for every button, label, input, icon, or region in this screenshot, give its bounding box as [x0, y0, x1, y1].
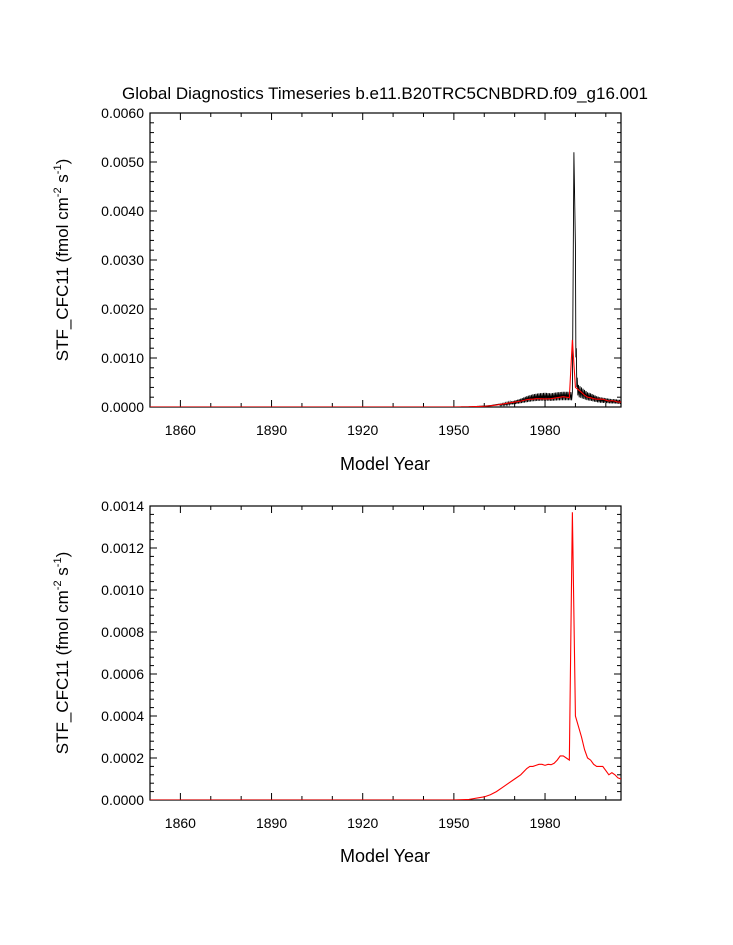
top-y-label-exp2: -1 [52, 164, 64, 174]
bottom-x-axis-label: Model Year [340, 846, 430, 866]
top-y-label-exp1: -2 [52, 187, 64, 197]
top-y-tick-label: 0.0000 [101, 399, 144, 415]
top-plot-frame [149, 112, 622, 408]
bottom-y-tick-label: 0.0014 [101, 498, 144, 514]
bottom-plot-frame [149, 505, 622, 801]
bottom-x-tick-label: 1920 [347, 815, 378, 831]
top-x-tick-label: 1860 [165, 422, 196, 438]
chart-title: Global Diagnostics Timeseries b.e11.B20T… [122, 84, 648, 103]
bottom-y-axis-label: STF_CFC11 (fmol cm-2 s-1) [52, 552, 72, 755]
top-series-annual [150, 339, 621, 407]
top-y-axis-label: STF_CFC11 (fmol cm-2 s-1) [52, 159, 72, 362]
bottom-series-annual [150, 512, 621, 800]
bottom-x-tick-label: 1950 [438, 815, 469, 831]
top-y-tick-label: 0.0040 [101, 203, 144, 219]
top-x-tick-label: 1920 [347, 422, 378, 438]
bottom-plot-area: 1860 1890 1920 1950 1980 0.0000 0.0002 0.0004 0.… [101, 498, 622, 831]
top-y-tick-label: 0.0060 [101, 105, 144, 121]
top-y-label-mid: s [53, 174, 72, 187]
bottom-x-tick-label: 1980 [529, 815, 560, 831]
top-y-tick-label: 0.0050 [101, 154, 144, 170]
top-y-label-text: STF_CFC11 (fmol cm [53, 197, 72, 361]
top-x-tick-label: 1890 [256, 422, 287, 438]
bottom-x-tick-label: 1860 [165, 815, 196, 831]
top-y-tick-label: 0.0020 [101, 301, 144, 317]
bottom-y-tick-label: 0.0010 [101, 582, 144, 598]
top-x-axis-label: Model Year [340, 454, 430, 474]
bottom-y-tick-label: 0.0012 [101, 540, 144, 556]
bottom-y-tick-label: 0.0004 [101, 708, 144, 724]
bottom-y-tick-label: 0.0006 [101, 666, 144, 682]
bottom-y-tick-label: 0.0000 [101, 792, 144, 808]
bottom-y-label-exp1: -2 [52, 580, 64, 590]
top-series-monthly [150, 152, 621, 407]
bottom-y-label-exp2: -1 [52, 557, 64, 567]
bottom-y-label-text: STF_CFC11 (fmol cm [53, 590, 72, 754]
bottom-panel: 1860 1890 1920 1950 1980 0.0000 0.0002 0.0004 0.… [52, 498, 622, 866]
top-y-label-close: ) [53, 159, 72, 165]
bottom-y-label-close: ) [53, 552, 72, 558]
top-plot-area: 1860 1890 1920 1950 1980 0.0000 0.0010 0.0020 0.… [101, 105, 622, 438]
bottom-y-label-mid: s [53, 567, 72, 580]
bottom-y-tick-label: 0.0008 [101, 624, 144, 640]
top-x-tick-label: 1980 [529, 422, 560, 438]
top-y-tick-label: 0.0010 [101, 350, 144, 366]
top-x-tick-label: 1950 [438, 422, 469, 438]
top-panel: 1860 1890 1920 1950 1980 0.0000 0.0010 0.0020 0.… [52, 105, 622, 474]
bottom-x-tick-label: 1890 [256, 815, 287, 831]
top-y-tick-label: 0.0030 [101, 252, 144, 268]
bottom-y-tick-label: 0.0002 [101, 750, 144, 766]
